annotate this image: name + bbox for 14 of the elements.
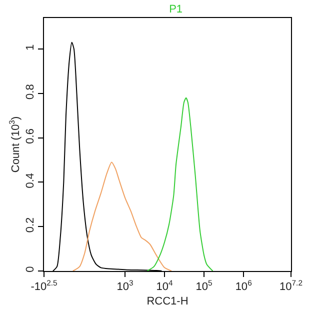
y-tick-label: 0.4	[24, 172, 37, 188]
x-axis-title: RCC1-H	[146, 295, 188, 308]
x-tick-label: 10$^{3}$	[116, 278, 134, 294]
x-tick-label: 10$^{5}$	[196, 278, 212, 294]
y-tick-label: 0.6	[24, 128, 37, 144]
chart-title: P1	[169, 3, 183, 16]
x-tick-label: 10$^{6}$	[235, 278, 252, 294]
x-tick-label: 10$^{7.2}$	[280, 278, 302, 294]
x-tick-label: -10$^{2.5}$	[30, 278, 58, 294]
y-tick-label: 0.2	[24, 217, 37, 233]
y-tick-label: 0.8	[24, 84, 37, 100]
y-tick-label: 1	[24, 44, 37, 50]
y-tick-label: 0	[24, 266, 37, 272]
x-tick-label: 10$^{4}$	[156, 278, 174, 294]
